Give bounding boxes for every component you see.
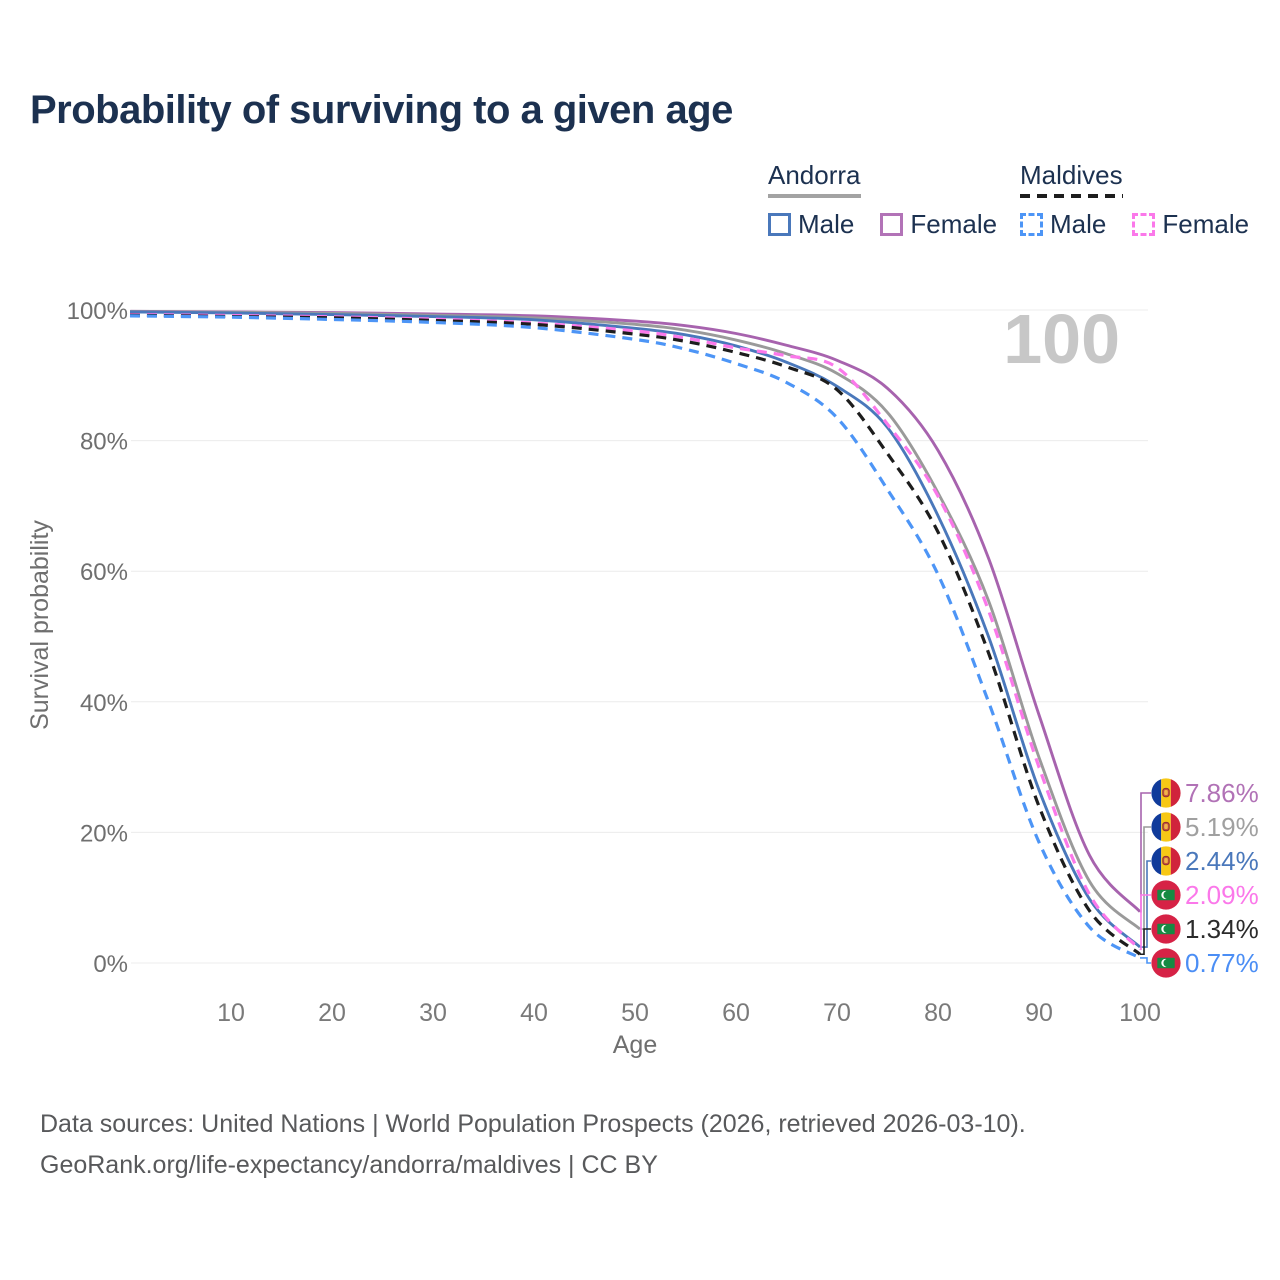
end-label-leader <box>1140 826 1151 930</box>
end-value-label: 2.44% <box>1185 846 1259 876</box>
footer-attribution: GeoRank.org/life-expectancy/andorra/mald… <box>40 1151 658 1179</box>
x-tick-label: 100 <box>1119 999 1161 1027</box>
series-line-maldives-male[interactable] <box>129 314 1141 960</box>
footer: Data sources: United Nations | World Pop… <box>40 1104 1026 1186</box>
flag-maldives-icon <box>1151 948 1181 978</box>
legend-group-andorra: Andorra Male Female <box>768 160 997 240</box>
series-line-andorra-female[interactable] <box>129 309 1142 913</box>
x-tick-label: 60 <box>722 999 750 1027</box>
y-axis-title: Survival probability <box>26 520 54 730</box>
maldives-female-swatch-icon <box>1132 213 1156 236</box>
andorra-solid-line-swatch-icon <box>768 194 861 198</box>
legend-item-maldives-male[interactable]: Male <box>1020 209 1106 240</box>
page-title: Probability of surviving to a given age <box>30 88 733 132</box>
flag-andorra-icon <box>1151 846 1181 876</box>
footer-data-sources: Data sources: United Nations | World Pop… <box>40 1110 1026 1138</box>
maldives-dashed-line-swatch-icon <box>1020 194 1123 198</box>
y-tick-label: 20% <box>80 820 128 847</box>
x-tick-label: 80 <box>924 999 952 1027</box>
y-tick-label: 0% <box>93 951 128 978</box>
y-tick-label: 60% <box>80 559 128 586</box>
x-tick-label: 20 <box>318 999 346 1027</box>
legend-group-andorra-title: Andorra <box>768 160 861 190</box>
end-label-leader <box>1140 957 1151 964</box>
end-label-leader <box>1140 894 1151 951</box>
legend-group-maldives: Maldives Male Female <box>1020 160 1249 240</box>
series-line-andorra-male[interactable] <box>129 310 1141 949</box>
end-value-label: 5.19% <box>1185 812 1259 842</box>
x-tick-label: 40 <box>520 999 548 1027</box>
andorra-male-swatch-icon <box>768 213 791 236</box>
legend-item-label: Female <box>910 209 998 239</box>
end-value-label: 1.34% <box>1185 914 1259 944</box>
x-tick-label: 70 <box>823 999 851 1027</box>
legend-item-maldives-female[interactable]: Female <box>1132 209 1249 240</box>
flag-maldives-icon <box>1151 880 1181 910</box>
legend-group-maldives-title: Maldives <box>1020 160 1123 190</box>
flag-andorra-icon <box>1151 778 1181 808</box>
maldives-male-swatch-icon <box>1020 213 1043 236</box>
flag-maldives-icon <box>1151 914 1181 944</box>
x-axis-title: Age <box>613 1031 657 1059</box>
legend-item-andorra-male[interactable]: Male <box>768 209 854 240</box>
end-value-label: 0.77% <box>1185 948 1259 978</box>
y-tick-label: 100% <box>67 298 128 325</box>
end-value-label: 2.09% <box>1185 880 1259 910</box>
legend-item-andorra-female[interactable]: Female <box>880 209 997 240</box>
andorra-female-swatch-icon <box>880 213 904 236</box>
age-watermark: 100 <box>1003 300 1120 378</box>
x-tick-label: 90 <box>1025 999 1053 1027</box>
x-tick-label: 50 <box>621 999 649 1027</box>
end-label-leader <box>1140 928 1151 956</box>
y-tick-label: 80% <box>80 429 128 456</box>
x-tick-label: 30 <box>419 999 447 1027</box>
legend-item-label: Male <box>798 209 855 239</box>
series-line-maldives-female[interactable] <box>129 312 1142 951</box>
legend-item-label: Female <box>1162 209 1250 239</box>
series-line-andorra[interactable] <box>129 310 1141 931</box>
x-tick-label: 10 <box>217 999 245 1027</box>
end-value-label: 7.86% <box>1185 778 1259 808</box>
y-tick-label: 40% <box>80 690 128 717</box>
flag-andorra-icon <box>1151 812 1181 842</box>
end-label-leader <box>1140 792 1151 913</box>
legend-item-label: Male <box>1050 209 1107 239</box>
legend: Andorra Male Female Maldives <box>0 160 1280 250</box>
